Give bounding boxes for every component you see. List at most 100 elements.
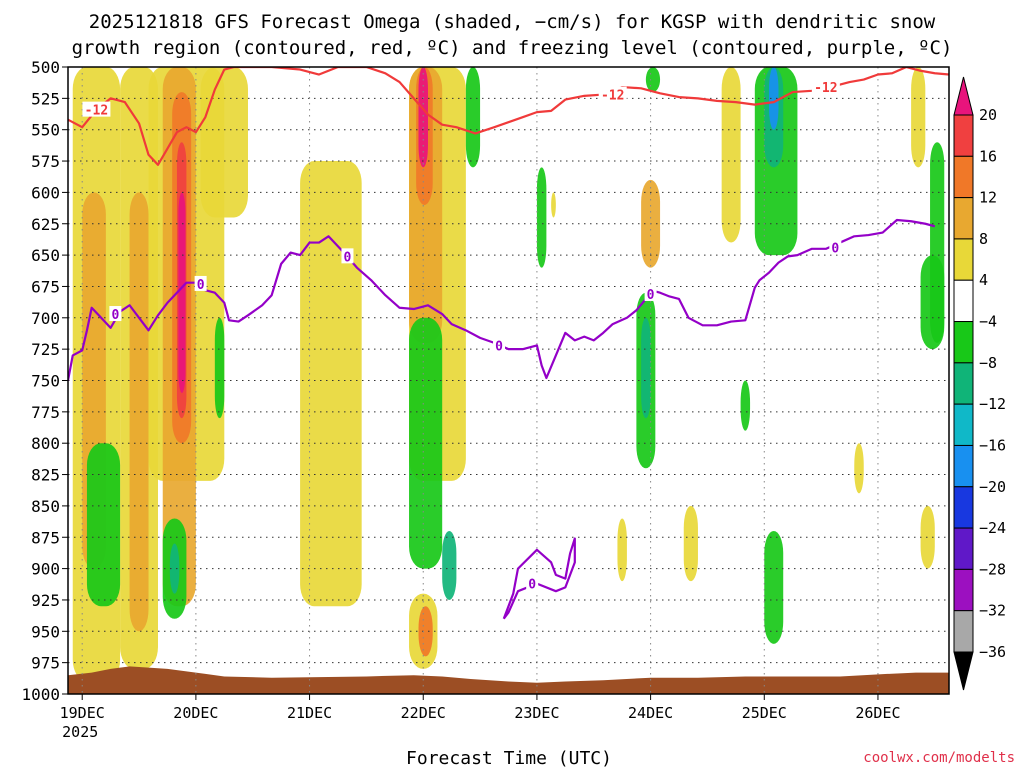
- colorbar-label-8: 8: [979, 230, 988, 248]
- freezing-contour-0-label-2: 0: [344, 250, 352, 265]
- colorbar-bin--36--32: [953, 610, 974, 653]
- colorbar-label--36: −36: [979, 643, 1006, 661]
- colorbar-bin--20--16: [953, 444, 974, 488]
- omega-blob-3: [129, 192, 149, 632]
- colorbar-bottom-arrow: [953, 651, 974, 691]
- omega-blob-25: [86, 443, 121, 607]
- freezing-contour-0-label-bg-0: [109, 306, 122, 322]
- colorbar-label-16: 16: [979, 147, 997, 165]
- x-tick-sublabel-19DEC: 2025: [62, 723, 98, 741]
- omega-blob-38: [769, 67, 779, 130]
- omega-blob-16: [418, 606, 433, 657]
- y-tick-label-625: 625: [31, 215, 60, 234]
- freezing-contour-0-label-4: 0: [647, 288, 655, 303]
- freezing-contour-0-label-5: 0: [831, 242, 839, 257]
- omega-blob-28: [214, 317, 225, 419]
- y-tick-label-750: 750: [31, 372, 60, 391]
- y-tick-label-900: 900: [31, 560, 60, 579]
- y-tick-label-600: 600: [31, 183, 60, 202]
- omega-blob-23: [683, 505, 698, 582]
- x-tick-label-24DEC: 24DEC: [628, 704, 673, 722]
- omega-blob-32: [536, 167, 547, 268]
- colorbar-label-20: 20: [979, 106, 997, 124]
- terrain-surface: [68, 666, 949, 694]
- freezing-contour-0-label-bg-5: [829, 239, 842, 255]
- colorbar-label--24: −24: [979, 519, 1006, 537]
- omega-blob-19: [911, 67, 926, 168]
- chart-title-line-2: growth region (contoured, red, ºC) and f…: [72, 37, 953, 59]
- dgz-contour-0-label-0: -12: [85, 104, 108, 119]
- colorbar-bin--32--28: [953, 568, 974, 612]
- y-tick-label-950: 950: [31, 622, 60, 641]
- omega-blob-27: [169, 543, 180, 594]
- chart-title-line-1: 2025121818 GFS Forecast Omega (shaded, −…: [89, 11, 936, 33]
- freezing-contour-0-label-3: 0: [495, 339, 503, 354]
- omega-blob-29: [409, 317, 443, 569]
- colorbar-top-arrow: [953, 76, 974, 116]
- y-tick-label-675: 675: [31, 277, 60, 296]
- omega-blob-42: [930, 142, 945, 343]
- y-tick-label-525: 525: [31, 89, 60, 108]
- y-tick-label-1000: 1000: [21, 685, 60, 704]
- omega-blob-8: [178, 192, 186, 394]
- colorbar-label--12: −12: [979, 395, 1006, 413]
- omega-blob-34: [641, 317, 651, 419]
- freezing-contour-1-label-0: 0: [528, 578, 536, 593]
- x-tick-label-20DEC: 20DEC: [173, 704, 218, 722]
- colorbar-bin--12--8: [953, 362, 974, 405]
- dgz-contour-0-label-2: -12: [814, 81, 837, 96]
- y-tick-label-550: 550: [31, 121, 60, 140]
- x-tick-label-23DEC: 23DEC: [514, 704, 559, 722]
- omega-blob-14: [418, 67, 428, 168]
- omega-blob-35: [645, 67, 661, 93]
- y-tick-label-875: 875: [31, 528, 60, 547]
- freezing-contour-0-label-0: 0: [111, 308, 119, 323]
- colorbar-label--20: −20: [979, 478, 1006, 496]
- y-tick-label-725: 725: [31, 340, 60, 359]
- x-tick-label-22DEC: 22DEC: [401, 704, 446, 722]
- y-tick-label-850: 850: [31, 497, 60, 516]
- freezing-contour-1-label-bg-0: [526, 575, 539, 591]
- colorbar-label-4: 4: [979, 271, 988, 289]
- omega-blob-39: [764, 530, 784, 644]
- omega-blob-18: [721, 67, 741, 243]
- y-tick-label-500: 500: [31, 58, 60, 77]
- omega-blob-21: [920, 505, 935, 569]
- x-tick-label-25DEC: 25DEC: [742, 704, 787, 722]
- colorbar-bin--16--12: [953, 403, 974, 446]
- x-tick-label-26DEC: 26DEC: [855, 704, 900, 722]
- colorbar-bin-8-12: [953, 197, 974, 240]
- omega-blob-31: [465, 67, 481, 168]
- colorbar-label--8: −8: [979, 354, 997, 372]
- freezing-contour-0-label-bg-4: [644, 285, 657, 301]
- y-tick-label-575: 575: [31, 152, 60, 171]
- colorbar-label-12: 12: [979, 189, 997, 207]
- freezing-contour-0: [68, 218, 936, 381]
- omega-blob-22: [551, 192, 556, 218]
- colorbar-bin-16-20: [953, 114, 974, 157]
- omega-blob-10: [300, 161, 362, 607]
- x-tick-label-21DEC: 21DEC: [287, 704, 332, 722]
- freezing-contour-0-label-bg-2: [341, 248, 354, 264]
- omega-blob-30: [442, 530, 457, 600]
- y-tick-label-700: 700: [31, 309, 60, 328]
- colorbar-bin--8--4: [953, 321, 974, 364]
- dgz-contour-0: [68, 67, 949, 166]
- freezing-contour-0-label-1: 0: [197, 278, 205, 293]
- y-tick-label-650: 650: [31, 246, 60, 265]
- y-tick-label-925: 925: [31, 591, 60, 610]
- colorbar-label--4: −4: [979, 313, 997, 331]
- dgz-contour-0-label-bg-1: [598, 86, 627, 102]
- credit-link[interactable]: coolwx.com/modelts: [863, 750, 1015, 766]
- omega-blob-40: [740, 380, 751, 431]
- freezing-contour-0-label-bg-1: [194, 275, 207, 291]
- colorbar-bin--4-4: [953, 279, 974, 323]
- dgz-contour-0-label-bg-0: [82, 101, 111, 117]
- omega-blob-9: [200, 67, 248, 218]
- y-tick-label-800: 800: [31, 434, 60, 453]
- colorbar-bin--24--20: [953, 486, 974, 529]
- colorbar: 20 16 12 8 4 −4 −8 −12 −16 −20 −24 −28 −32 −36: [953, 76, 1006, 691]
- colorbar-bin-4-8: [953, 238, 974, 281]
